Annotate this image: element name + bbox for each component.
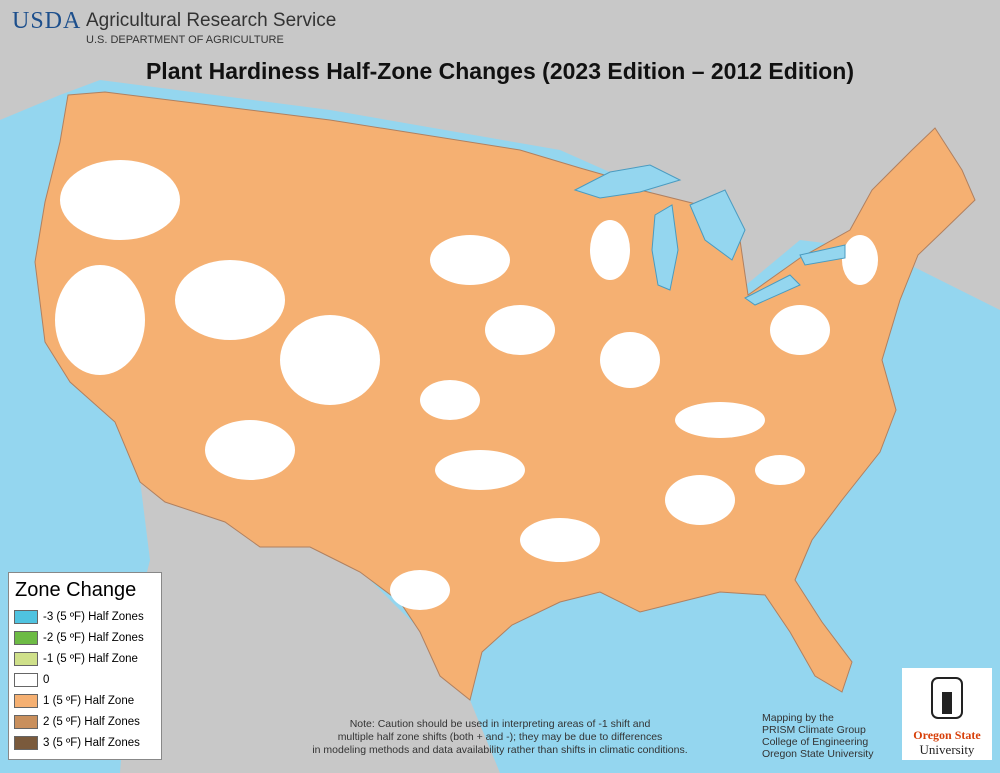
legend-label: 3 (5 ºF) Half Zones (43, 736, 140, 749)
logo-emblem (931, 677, 963, 719)
logo-text: University (919, 742, 975, 757)
credit-line: Mapping by the (762, 712, 834, 724)
great-lakes (573, 164, 846, 306)
legend-item: 1 (5 ºF) Half Zone (9, 690, 161, 711)
legend-label: 2 (5 ºF) Half Zones (43, 715, 140, 728)
credit-line: College of Engineering (762, 736, 869, 748)
legend-label: 0 (43, 673, 50, 686)
note-line: Note: Caution should be used in interpre… (349, 718, 651, 730)
legend-label: -2 (5 ºF) Half Zones (43, 631, 144, 644)
note-line: in modeling methods and data availabilit… (312, 744, 688, 756)
legend-swatch (14, 672, 38, 687)
legend-swatch (14, 693, 38, 708)
legend-item: 3 (5 ºF) Half Zones (9, 732, 161, 753)
legend-swatch (14, 735, 38, 750)
usda-logo: USDA (12, 8, 82, 34)
legend-item: 2 (5 ºF) Half Zones (9, 711, 161, 732)
legend-item: -3 (5 ºF) Half Zones (9, 606, 161, 627)
usa (34, 91, 976, 701)
university-logo: Oregon State University (902, 668, 992, 760)
legend-swatch (14, 609, 38, 624)
logo-text: Oregon State (913, 728, 981, 742)
legend-label: 1 (5 ºF) Half Zone (43, 694, 135, 707)
map-title: Plant Hardiness Half-Zone Changes (2023 … (145, 58, 855, 84)
legend-title: Zone Change (15, 579, 137, 601)
legend: Zone Change -3 (5 ºF) Half Zones -2 (5 ºF… (8, 572, 162, 760)
legend-item: -1 (5 ºF) Half Zone (9, 648, 161, 669)
legend-swatch (14, 630, 38, 645)
note: Note: Caution should be used in interpre… (280, 718, 720, 757)
legend-item: 0 (9, 669, 161, 690)
credit-line: PRISM Climate Group (762, 724, 866, 736)
legend-label: -1 (5 ºF) Half Zone (43, 652, 138, 665)
canada (0, 0, 1000, 310)
no-change-areas (55, 160, 878, 610)
legend-swatch (14, 651, 38, 666)
header: USDA Agricultural Research Service U.S. … (12, 8, 336, 46)
agency-name: Agricultural Research Service (86, 10, 337, 31)
legend-label: -3 (5 ºF) Half Zones (43, 610, 144, 623)
legend-swatch (14, 714, 38, 729)
department-name: U.S. DEPARTMENT OF AGRICULTURE (86, 34, 284, 46)
note-line: multiple half zone shifts (both + and -)… (337, 731, 663, 743)
mexico (120, 480, 500, 773)
credit-line: Oregon State University (762, 748, 874, 760)
credits: Mapping by the PRISM Climate Group College… (762, 712, 873, 760)
legend-item: -2 (5 ºF) Half Zones (9, 627, 161, 648)
